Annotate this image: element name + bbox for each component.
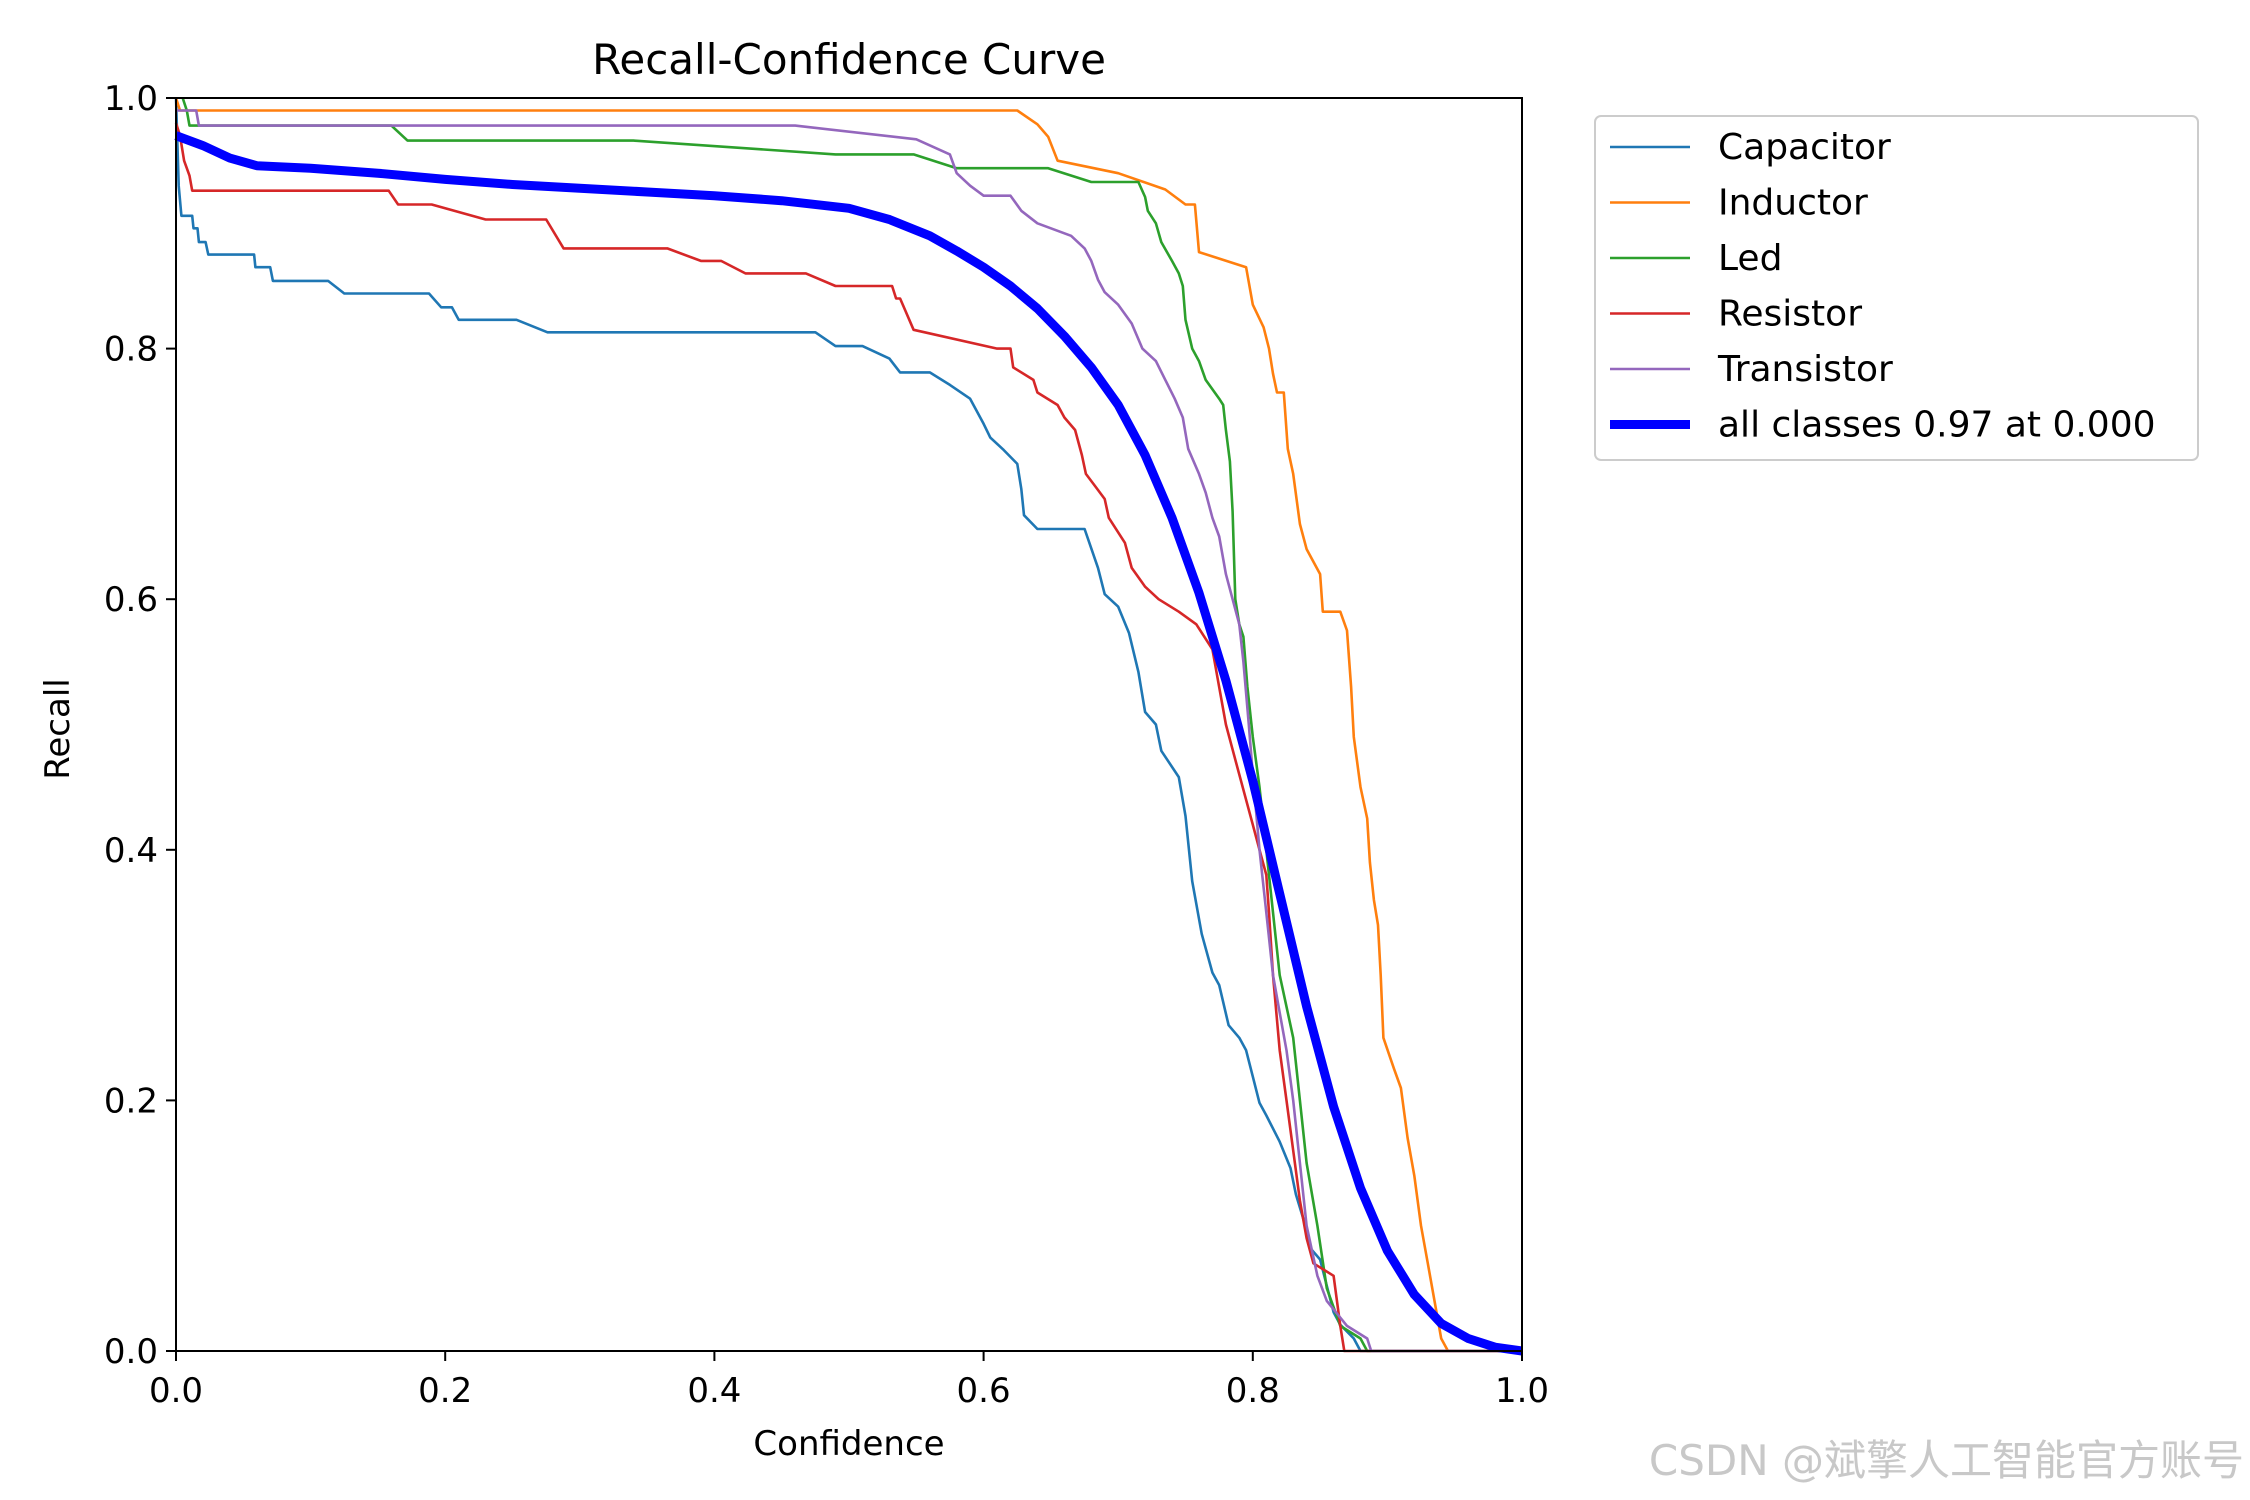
watermark: CSDN @斌擎人工智能官方账号 (1648, 1436, 2244, 1485)
series-line-all-classes-0-97-at-0-000 (174, 131, 1523, 1356)
chart-title: Recall-Confidence Curve (592, 35, 1106, 84)
x-axis-ticks: 0.0 0.2 0.4 0.6 0.8 1.0 (149, 1351, 1549, 1411)
series-lines (174, 97, 1523, 1356)
series-line-inductor (174, 97, 1522, 1353)
x-axis-label: Confidence (753, 1424, 944, 1464)
x-tick-label: 0.8 (1226, 1371, 1280, 1411)
plot-frame (175, 97, 1523, 1352)
y-tick-label: 0.2 (104, 1081, 158, 1121)
x-tick-label: 1.0 (1495, 1371, 1549, 1411)
y-tick-label: 0.0 (104, 1332, 158, 1372)
legend-box (1594, 115, 2199, 461)
y-tick-label: 1.0 (104, 79, 158, 119)
x-tick-label: 0.6 (957, 1371, 1011, 1411)
series-line-capacitor (174, 97, 1522, 1353)
legend-label-transistor: Transistor (1717, 349, 1893, 390)
y-tick-label: 0.8 (104, 330, 158, 370)
legend-label-led: Led (1718, 238, 1782, 279)
legend-label-capacitor: Capacitor (1718, 127, 1891, 168)
y-tick-label: 0.6 (104, 580, 158, 620)
legend-label-inductor: Inductor (1718, 183, 1868, 224)
x-tick-label: 0.2 (418, 1371, 472, 1411)
legend: Capacitor Inductor Led Resistor Transistor al… (1594, 115, 2199, 461)
legend-label-all-classes-0-97-at-0-000: all classes 0.97 at 0.000 (1718, 405, 2156, 446)
x-tick-label: 0.0 (149, 1371, 203, 1411)
series-line-led (181, 97, 1522, 1353)
x-tick-label: 0.4 (687, 1371, 741, 1411)
y-axis-label: Recall (38, 678, 78, 779)
y-tick-label: 0.4 (104, 831, 158, 871)
legend-label-resistor: Resistor (1718, 294, 1862, 335)
y-axis-ticks: 0.0 0.2 0.4 0.6 0.8 1.0 (104, 79, 176, 1372)
series-line-transistor (176, 109, 1522, 1353)
